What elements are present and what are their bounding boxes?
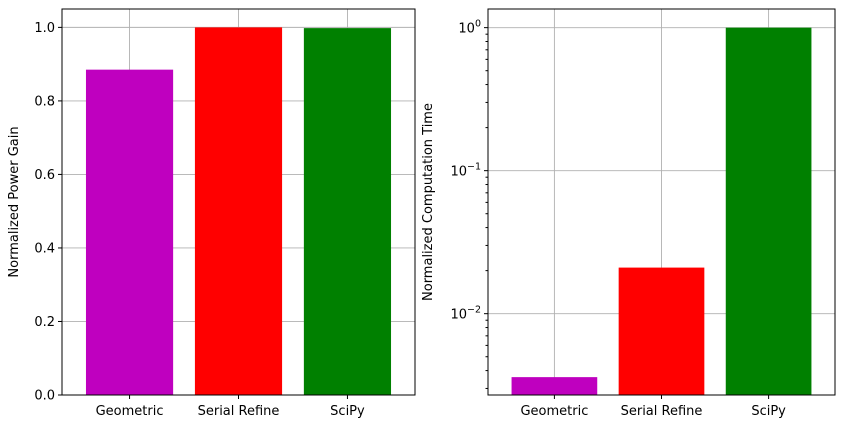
- bar-geometric: [511, 377, 598, 395]
- x-tick-label: SciPy: [330, 404, 365, 419]
- x-tick-label: Geometric: [520, 404, 588, 419]
- power-gain-chart: Geometric Serial Refine SciPy 0.0 0.2 0.4 0.6 0…: [7, 8, 416, 419]
- x-tick-label: Geometric: [96, 404, 164, 419]
- x-tick-label: Serial Refine: [198, 404, 280, 419]
- y-tick-label: 0.8: [34, 94, 55, 109]
- y-tick-label: 1.0: [34, 21, 55, 36]
- axes: Geometric Serial Refine SciPy 10−2 10−1 100 No…: [421, 8, 836, 419]
- computation-time-chart: Geometric Serial Refine SciPy 10−2 10−1 100 No…: [421, 8, 836, 419]
- y-axis-label: Normalized Power Gain: [7, 126, 22, 277]
- y-axis-label: Normalized Computation Time: [421, 103, 436, 301]
- x-tick-label: Serial Refine: [621, 404, 703, 419]
- y-tick-label: 0.0: [34, 389, 55, 404]
- bar-serial-refine: [194, 27, 283, 396]
- y-tick-label: 100: [458, 19, 481, 37]
- y-tick-label: 0.4: [34, 241, 55, 256]
- bars: [511, 27, 812, 395]
- y-tick-label: 10−1: [450, 162, 481, 180]
- bar-geometric: [85, 69, 174, 396]
- axes: Geometric Serial Refine SciPy 0.0 0.2 0.4 0.6 0…: [7, 8, 416, 419]
- bar-scipy: [303, 28, 392, 396]
- x-tick-label: SciPy: [751, 404, 786, 419]
- y-tick-label: 10−2: [450, 305, 481, 323]
- bar-serial-refine: [618, 267, 705, 395]
- y-tick-label: 0.2: [34, 315, 55, 330]
- y-tick-label: 0.6: [34, 168, 55, 183]
- bar-scipy: [725, 27, 812, 395]
- bars: [85, 27, 392, 396]
